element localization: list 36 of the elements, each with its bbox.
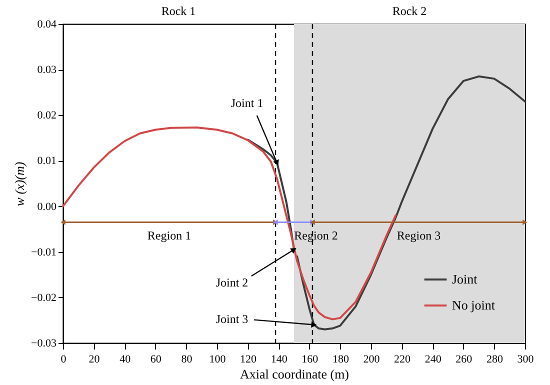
x-tick-label: 120 (240, 354, 258, 366)
annotation: Region 3 (396, 228, 441, 242)
annotation: Joint 2 (216, 276, 248, 290)
y-tick-label: 0.03 (37, 64, 57, 76)
x-tick-label: 40 (120, 354, 132, 366)
y-axis-title: w (x)(m) (12, 162, 28, 206)
y-tick-label: 0.02 (37, 110, 56, 122)
y-tick-label: 0.00 (37, 200, 57, 213)
x-tick-label: 280 (486, 354, 504, 366)
x-tick-label: 220 (394, 354, 412, 366)
x-tick-label: 300 (517, 354, 534, 366)
annotation: Joint 1 (230, 96, 264, 110)
annotation: Region 1 (147, 228, 192, 242)
x-tick-label: 100 (209, 354, 226, 366)
x-tick-label: 20 (88, 354, 100, 366)
x-tick-label: 0 (60, 354, 67, 366)
y-tick-label: −0.03 (31, 338, 57, 350)
annotation: Region 2 (294, 228, 338, 242)
y-tick-label: −0.02 (31, 292, 56, 304)
x-tick-label: 200 (363, 354, 380, 366)
x-tick-label: 80 (181, 354, 193, 366)
x-tick-label: 160 (302, 354, 319, 366)
x-axis-title: Axial coordinate (m) (240, 366, 350, 382)
x-tick-label: 260 (456, 354, 473, 366)
annotation: Joint 3 (216, 312, 248, 326)
legend-label: Joint (452, 272, 478, 286)
x-tick-label: 240 (424, 354, 442, 366)
band-label: Rock 2 (392, 4, 427, 18)
legend-label: No joint (452, 298, 496, 312)
y-tick-label: −0.01 (31, 246, 56, 258)
y-tick-label: 0.01 (37, 155, 56, 168)
x-tick-label: 140 (270, 354, 288, 366)
y-tick-label: 0.04 (37, 18, 57, 30)
text: Rock 1 (161, 4, 196, 18)
x-tick-label: 180 (332, 354, 350, 366)
x-tick-label: 60 (150, 354, 162, 366)
